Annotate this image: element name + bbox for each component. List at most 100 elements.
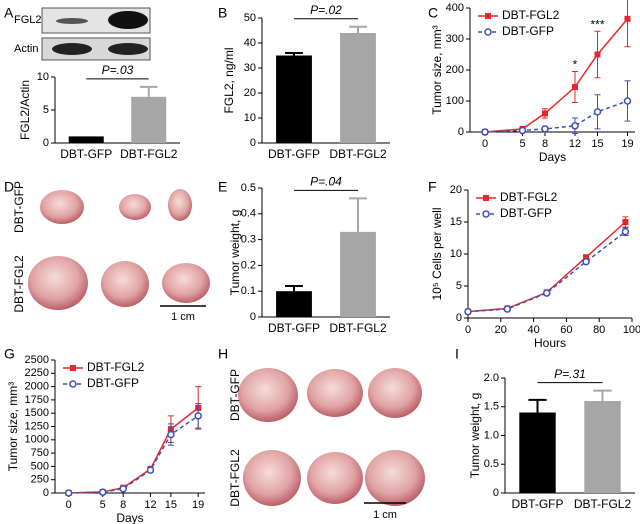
marker bbox=[542, 110, 548, 117]
x-tick-label: 0 bbox=[482, 138, 488, 150]
marker bbox=[119, 484, 127, 493]
marker bbox=[542, 289, 551, 297]
bar bbox=[584, 401, 621, 493]
y-tick-label: 0 bbox=[250, 137, 256, 149]
line bbox=[484, 100, 628, 133]
y-tick-label: 1.0 bbox=[484, 429, 499, 441]
x-axis-label: Days bbox=[116, 511, 143, 524]
y-tick-label: 500 bbox=[31, 460, 49, 472]
marker bbox=[624, 15, 631, 22]
legend-label: DBT-FGL2 bbox=[500, 190, 558, 204]
y-axis-label: FGL2/Actin bbox=[18, 80, 32, 140]
x-axis-label: Days bbox=[539, 150, 566, 164]
significance: * bbox=[573, 58, 578, 72]
y-tick-label: 1000 bbox=[25, 434, 49, 446]
x-tick-label: 0 bbox=[66, 499, 72, 511]
marker bbox=[623, 97, 632, 105]
x-tick-label: 5 bbox=[100, 499, 106, 511]
error-bar bbox=[349, 25, 367, 33]
x-tick-label: 5 bbox=[519, 138, 525, 150]
y-tick-label: 1.5 bbox=[484, 401, 499, 413]
x-tick-label: DBT-GFP bbox=[511, 497, 563, 511]
x-tick-label: 60 bbox=[560, 324, 572, 336]
line bbox=[467, 221, 626, 313]
photo-label: DBT-GFP bbox=[12, 181, 26, 233]
bar bbox=[68, 136, 104, 143]
error-bar bbox=[528, 398, 547, 413]
y-tick-label: 1250 bbox=[25, 420, 49, 432]
legend-label: DBT-FGL2 bbox=[87, 360, 145, 374]
y-tick-label: 0.4 bbox=[241, 208, 256, 220]
x-tick-label: DBT-FGL2 bbox=[574, 497, 632, 511]
x-tick-label: DBT-GFP bbox=[268, 321, 320, 335]
x-tick-label: 12 bbox=[144, 499, 156, 511]
y-tick-label: 400 bbox=[446, 2, 464, 14]
marker bbox=[594, 51, 601, 58]
marker bbox=[621, 227, 630, 236]
panel-letter: B bbox=[218, 5, 227, 21]
y-tick-label: 0.3 bbox=[241, 234, 256, 246]
marker bbox=[582, 257, 590, 266]
y-tick-label: 0.5 bbox=[241, 182, 256, 194]
marker bbox=[572, 84, 578, 91]
bar bbox=[276, 291, 312, 317]
x-axis-label: Hours bbox=[534, 336, 566, 350]
y-tick-label: 0 bbox=[493, 487, 499, 499]
y-tick-label: 0 bbox=[458, 126, 464, 138]
y-tick-label: 20 bbox=[244, 87, 256, 99]
blot-label: FGL2 bbox=[14, 14, 42, 26]
marker bbox=[583, 254, 590, 261]
error-bar bbox=[593, 389, 612, 401]
y-axis-label: 10⁵ Cells per well bbox=[430, 207, 444, 300]
y-tick-label: 750 bbox=[31, 447, 49, 459]
y-tick-label: 0 bbox=[250, 311, 256, 323]
x-tick-label: DBT-GFP bbox=[268, 147, 320, 161]
line bbox=[484, 18, 629, 133]
y-tick-label: 5 bbox=[43, 104, 49, 116]
x-tick-label: 100 bbox=[623, 324, 640, 336]
marker bbox=[622, 219, 629, 225]
y-tick-label: 1750 bbox=[25, 394, 49, 406]
marker bbox=[167, 430, 175, 439]
x-tick-label: 15 bbox=[591, 138, 603, 150]
y-tick-label: 0.2 bbox=[241, 259, 256, 271]
western-blot bbox=[41, 7, 151, 61]
y-tick-label: 20 bbox=[450, 184, 462, 196]
error-bar bbox=[624, 0, 631, 48]
tumor-photos bbox=[28, 189, 210, 310]
x-tick-label: 12 bbox=[569, 138, 581, 150]
legend-label: DBT-GFP bbox=[502, 24, 554, 38]
y-tick-label: 15 bbox=[450, 216, 462, 228]
p-value: P=.02 bbox=[310, 3, 342, 17]
x-tick-label: DBT-GFP bbox=[60, 147, 112, 161]
marker bbox=[571, 122, 579, 130]
photo-label: DBT-GFP bbox=[228, 369, 242, 421]
p-value: P=.31 bbox=[554, 367, 586, 381]
panel-letter: I bbox=[455, 346, 459, 362]
legend-label: DBT-GFP bbox=[87, 376, 139, 390]
x-tick-label: DBT-FGL2 bbox=[329, 321, 387, 335]
y-tick-label: 5 bbox=[456, 280, 462, 292]
y-tick-label: 300 bbox=[446, 33, 464, 45]
photo-label: DBT-FGL2 bbox=[12, 255, 26, 313]
marker bbox=[64, 489, 73, 497]
line bbox=[68, 407, 199, 494]
marker bbox=[541, 125, 549, 133]
y-tick-label: 40 bbox=[244, 37, 256, 49]
x-tick-label: 15 bbox=[165, 499, 177, 511]
y-tick-label: 10 bbox=[244, 112, 256, 124]
panel-letter: F bbox=[428, 179, 437, 195]
line bbox=[467, 231, 626, 313]
y-tick-label: 10 bbox=[37, 71, 49, 83]
tumor-photos bbox=[238, 368, 425, 506]
x-tick-label: 19 bbox=[192, 499, 204, 511]
legend-marker bbox=[483, 195, 489, 201]
bar bbox=[131, 96, 167, 143]
photo-label: DBT-FGL2 bbox=[228, 449, 242, 507]
x-tick-label: 8 bbox=[120, 499, 126, 511]
marker bbox=[146, 466, 155, 474]
x-tick-label: 8 bbox=[542, 138, 548, 150]
legend-marker bbox=[485, 13, 491, 19]
error-bar bbox=[285, 285, 303, 292]
y-axis-label: Tumor size, mm³ bbox=[430, 25, 444, 115]
